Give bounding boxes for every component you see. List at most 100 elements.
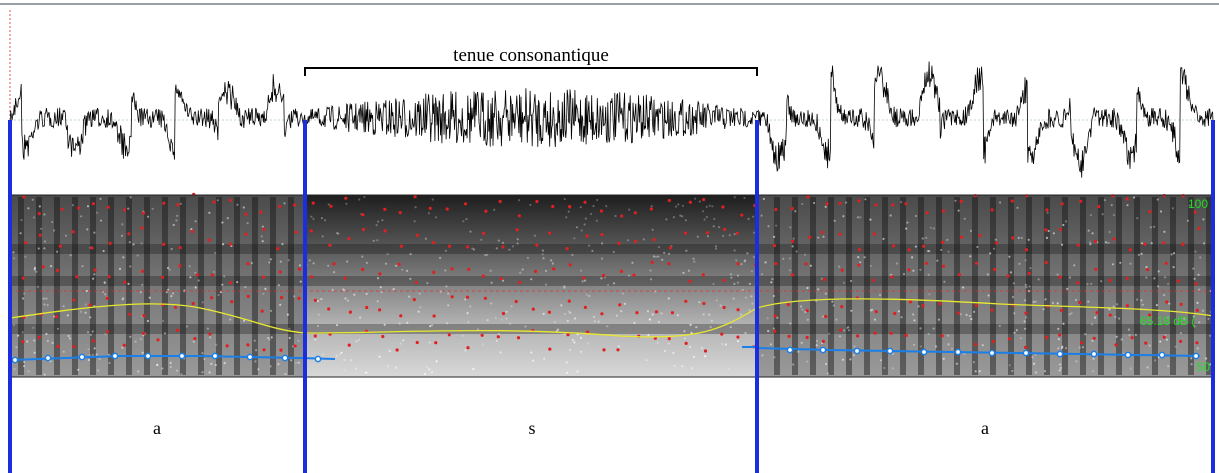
spectral-dot	[850, 279, 853, 283]
formant-point	[447, 244, 452, 248]
formant-point	[1059, 308, 1064, 312]
formant-point	[632, 273, 636, 277]
spectral-dot	[957, 209, 960, 212]
glottal-striation	[828, 197, 834, 375]
spectral-dot	[77, 368, 80, 371]
formant-point	[702, 198, 706, 202]
formant-point	[959, 235, 964, 239]
spectral-dot	[1009, 271, 1013, 274]
spectral-dot	[584, 217, 587, 220]
spectral-dot	[744, 331, 747, 335]
spectral-dot	[297, 339, 300, 342]
formant-point	[37, 335, 41, 339]
spectral-dot	[604, 276, 607, 279]
spectral-dot	[337, 232, 340, 235]
pitch-point	[786, 346, 794, 354]
formant-point	[463, 202, 468, 206]
spectral-dot	[1065, 347, 1068, 350]
spectral-dot	[895, 262, 898, 265]
formant-point	[650, 260, 654, 264]
spectral-dot	[708, 313, 711, 316]
formant-point	[1179, 302, 1183, 306]
spectral-dot	[335, 324, 339, 327]
spectral-dot	[729, 273, 733, 276]
glottal-striation	[180, 197, 186, 375]
spectral-dot	[1013, 312, 1016, 315]
spectral-dot	[833, 219, 836, 222]
spectral-dot	[897, 310, 901, 313]
formant-point	[740, 213, 744, 217]
formant-point	[1197, 226, 1201, 231]
formant-point	[77, 206, 81, 210]
formant-point	[141, 211, 146, 215]
spectral-dot	[789, 322, 792, 325]
glottal-striation	[882, 197, 888, 375]
spectral-dot	[978, 370, 981, 373]
spectral-dot	[27, 370, 30, 373]
formant-point	[1195, 341, 1199, 345]
spectral-dot	[999, 201, 1002, 204]
spectral-dot	[216, 199, 219, 202]
formant-point	[343, 276, 347, 280]
glottal-striation	[108, 197, 114, 375]
spectral-dot	[1112, 305, 1115, 308]
spectral-dot	[1059, 366, 1062, 370]
formant-point	[872, 232, 877, 236]
formant-point	[313, 334, 317, 338]
spectral-dot	[728, 234, 731, 237]
spectral-dot	[427, 212, 430, 215]
spectral-dot	[792, 363, 795, 366]
spectral-dot	[51, 341, 54, 344]
formant-point	[450, 295, 454, 299]
spectral-dot	[551, 262, 555, 265]
spectral-dot	[1025, 286, 1028, 289]
spectral-dot	[494, 316, 497, 320]
spectral-dot	[172, 223, 175, 227]
spectral-dot	[1046, 236, 1049, 240]
spectral-dot	[95, 353, 98, 356]
spectral-dot	[905, 227, 908, 230]
spectral-dot	[372, 239, 375, 242]
spectral-dot	[879, 359, 883, 362]
pitch-point	[44, 354, 52, 362]
formant-point	[1023, 345, 1028, 349]
spectral-dot	[1046, 211, 1049, 214]
spectral-dot	[171, 292, 175, 295]
formant-point	[225, 344, 229, 348]
spectral-dot	[1078, 346, 1081, 349]
formant-point	[399, 244, 404, 248]
spectral-dot	[91, 330, 94, 333]
spectral-dot	[31, 198, 34, 201]
spectral-dot	[761, 354, 764, 357]
spectral-dot	[1027, 238, 1030, 241]
spectral-dot	[612, 282, 616, 285]
spectral-dot	[565, 361, 568, 364]
spectral-dot	[333, 271, 336, 274]
formant-point	[806, 195, 810, 199]
spectral-dot	[439, 256, 442, 259]
formant-point	[1045, 208, 1049, 212]
spectral-dot	[484, 254, 487, 257]
spectral-dot	[1141, 303, 1144, 306]
spectral-dot	[1027, 290, 1031, 293]
formant-point	[162, 201, 166, 205]
spectral-dot	[27, 207, 30, 210]
formant-point	[38, 233, 42, 237]
spectral-dot	[615, 314, 618, 317]
intensity-curve	[9, 298, 1215, 338]
pitch-point	[1090, 350, 1098, 358]
spectral-dot	[1145, 266, 1148, 269]
spectral-dot	[1179, 332, 1182, 335]
spectral-dot	[1024, 327, 1027, 330]
spectral-dot	[395, 366, 398, 369]
spectral-dot	[824, 292, 827, 295]
formant-point	[993, 267, 997, 272]
spectral-dot	[244, 286, 247, 289]
spectral-dot	[434, 216, 438, 219]
formant-point	[228, 242, 232, 246]
spectral-dot	[85, 289, 88, 293]
formant-point	[938, 302, 942, 306]
formant-point	[1007, 337, 1011, 341]
spectral-dot	[87, 358, 91, 362]
spectral-dot	[445, 285, 448, 288]
